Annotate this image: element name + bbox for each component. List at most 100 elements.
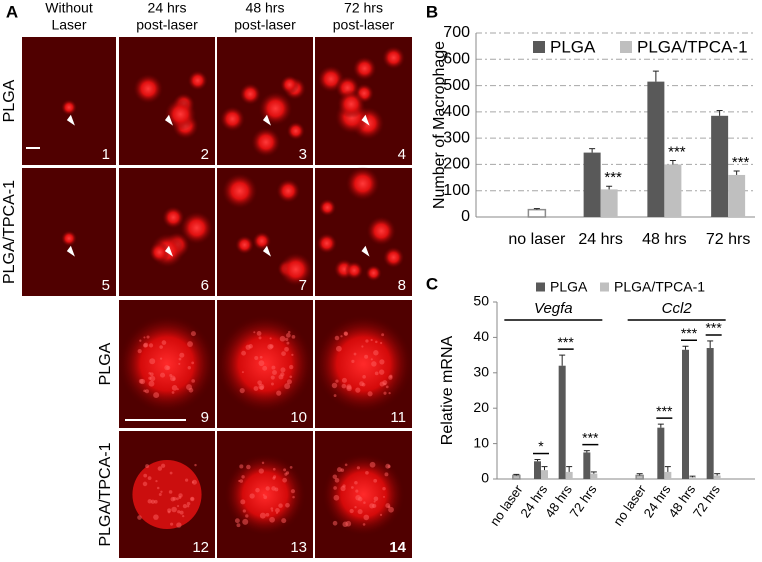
speckle	[351, 359, 355, 363]
speckle	[178, 357, 182, 361]
speckle	[155, 480, 158, 483]
speckle	[178, 362, 181, 365]
significance-label: ***	[582, 429, 599, 445]
error-bar	[669, 159, 676, 165]
speckle	[335, 345, 342, 352]
error-bar	[657, 423, 664, 428]
legend-swatch	[600, 282, 609, 292]
bar	[583, 152, 601, 217]
error-bar	[664, 466, 671, 472]
speckle	[258, 360, 265, 367]
arrow	[66, 245, 75, 257]
speckle	[355, 387, 361, 393]
error-bar	[733, 170, 740, 175]
image-number: 5	[102, 277, 110, 294]
error-bar	[541, 466, 548, 471]
speckle	[191, 379, 196, 383]
cell	[337, 89, 366, 119]
speckle	[365, 339, 369, 343]
speckle	[279, 335, 286, 342]
bar	[706, 348, 714, 479]
significance-label: ***	[557, 334, 574, 350]
speckle	[257, 380, 262, 386]
speckle	[272, 370, 277, 375]
speckle	[363, 501, 366, 504]
speckle	[282, 477, 288, 483]
speckle	[142, 481, 148, 487]
speckle	[383, 382, 387, 386]
speckle	[284, 346, 289, 352]
cell	[219, 106, 246, 132]
image-number: 13	[290, 539, 307, 556]
speckle	[159, 345, 163, 349]
speckle	[359, 381, 365, 387]
cell	[345, 166, 380, 201]
y-tick-label: 20	[473, 399, 489, 415]
bar	[682, 349, 689, 479]
speckle	[191, 361, 195, 365]
y-tick-label: 40	[473, 328, 489, 344]
image-number: 10	[290, 409, 307, 426]
arrow	[262, 114, 272, 126]
group-label: Ccl2	[662, 300, 693, 317]
speckle	[261, 461, 265, 465]
speckle	[370, 358, 373, 361]
cell	[148, 241, 170, 263]
speckle	[148, 380, 155, 387]
speckle	[189, 496, 195, 502]
speckle	[287, 330, 291, 334]
speckle	[363, 514, 370, 521]
row-label: PLGA	[97, 342, 114, 385]
speckle	[172, 496, 177, 501]
error-bar	[559, 354, 566, 366]
speckle	[137, 349, 142, 354]
speckle	[384, 472, 389, 477]
speckle	[270, 382, 274, 386]
legend-swatch	[536, 282, 545, 292]
image-number: 8	[398, 277, 406, 294]
legend-label: PLGA/TPCA-1	[637, 37, 748, 56]
speckle	[159, 357, 163, 360]
speckle	[355, 489, 359, 493]
error-bar	[583, 450, 590, 453]
cell	[252, 231, 272, 251]
cell	[382, 246, 405, 269]
cell-cluster	[132, 459, 202, 530]
cell	[345, 261, 364, 280]
speckle	[373, 500, 376, 503]
speckle	[242, 509, 246, 513]
speckle	[186, 504, 190, 508]
speckle	[291, 353, 294, 357]
cell	[61, 230, 77, 247]
speckle	[334, 335, 340, 341]
speckle	[241, 475, 245, 479]
speckle	[382, 495, 386, 498]
x-tick-label: 48 hrs	[642, 231, 686, 248]
speckle	[379, 359, 385, 365]
speckle	[285, 332, 291, 338]
speckle	[357, 496, 363, 502]
speckle	[176, 522, 182, 528]
speckle	[362, 375, 366, 379]
speckle	[255, 487, 260, 493]
y-tick-label: 0	[481, 470, 489, 486]
speckle	[334, 477, 340, 483]
speckle	[158, 492, 162, 496]
speckle	[248, 344, 253, 349]
speckle	[289, 465, 293, 469]
speckle	[239, 387, 245, 394]
x-tick-label: no laser	[610, 482, 649, 529]
cell	[221, 172, 258, 209]
row-label: PLGA/TPCA-1	[97, 442, 114, 546]
speckle	[182, 514, 185, 518]
speckle	[153, 392, 160, 399]
speckle	[349, 508, 354, 514]
cell-cluster	[217, 315, 313, 413]
speckle	[143, 336, 146, 339]
speckle	[262, 365, 268, 371]
speckle	[269, 516, 275, 523]
speckle	[171, 384, 178, 391]
error-bar	[714, 473, 721, 476]
speckle	[379, 513, 383, 516]
